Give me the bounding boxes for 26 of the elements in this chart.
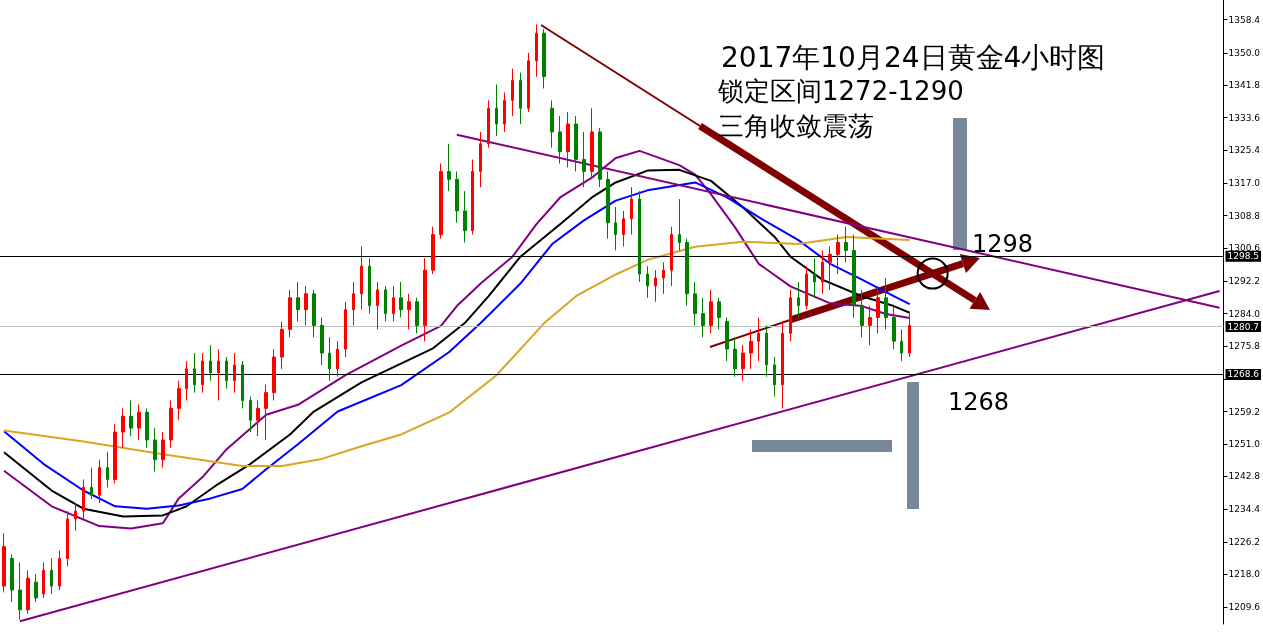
y-tick-label: 1325.4	[1228, 145, 1261, 156]
y-tick-label: 1317.0	[1228, 178, 1261, 189]
y-tick-label: 1209.6	[1228, 602, 1261, 613]
y-tick-label: 1308.8	[1228, 210, 1261, 221]
y-tick-label: 1251.0	[1228, 438, 1261, 449]
y-tick-label: 1226.2	[1228, 536, 1261, 547]
y-tick-label: 1300.6	[1228, 243, 1261, 254]
annotation: 锁定区间1272-1290	[717, 76, 964, 106]
y-tick-label: 1341.8	[1228, 80, 1261, 91]
y-tick-label: 1350.0	[1228, 47, 1261, 58]
ref-line-label: 1298.5	[1227, 251, 1260, 262]
y-tick-label: 1284.0	[1228, 308, 1261, 319]
y-tick-label: 1275.8	[1228, 340, 1261, 351]
y-tick-label: 1234.4	[1228, 504, 1261, 515]
annotation: 三角收敛震荡	[718, 111, 874, 141]
y-tick-label: 1333.6	[1228, 112, 1261, 123]
y-tick-label: 1358.4	[1228, 14, 1261, 25]
y-tick-label: 1218.0	[1228, 569, 1261, 580]
annotation: 1298	[972, 230, 1034, 258]
text: 2017年10月24日黄金4小时图	[721, 40, 1106, 74]
y-tick-label: 1259.2	[1228, 406, 1261, 417]
ref-line-label: 1268.6	[1227, 369, 1260, 380]
y-tick-label: 1292.2	[1228, 276, 1261, 287]
ref-line-label: 1280.7	[1227, 321, 1260, 332]
annotation: 1268	[948, 388, 1010, 416]
y-tick-label: 1242.8	[1228, 471, 1261, 482]
